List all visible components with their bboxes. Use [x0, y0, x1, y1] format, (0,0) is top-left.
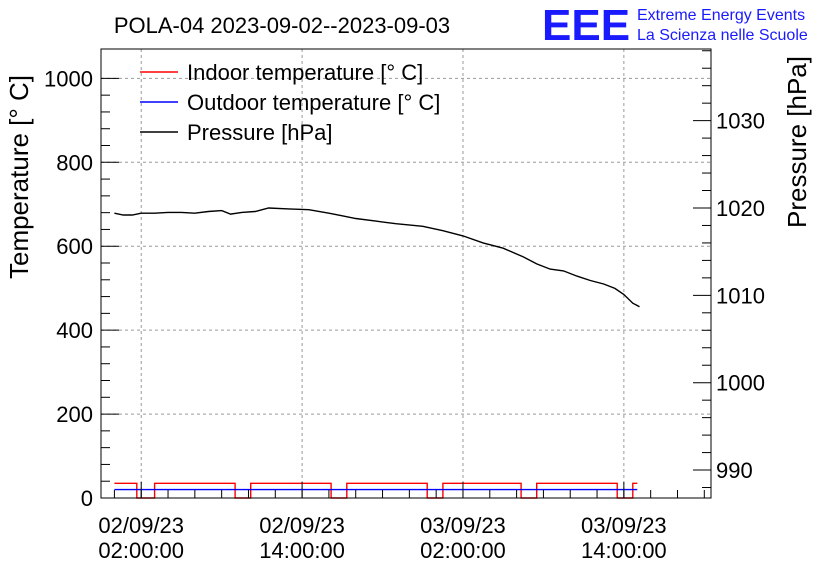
- y2-tick-label: 1010: [716, 283, 765, 308]
- legend-label-indoor: Indoor temperature [° C]: [187, 60, 423, 85]
- x-tick-label-time: 02:00:00: [98, 538, 184, 563]
- eee-logo-mark: EEE: [542, 1, 630, 50]
- y-axis-title: Temperature [° C]: [4, 75, 34, 279]
- plot-frame: [100, 48, 712, 499]
- x-tick-label-date: 02/09/23: [259, 513, 345, 538]
- y-tick-label: 400: [56, 318, 93, 343]
- y-tick-label: 1000: [44, 66, 93, 91]
- y-tick-label: 200: [56, 402, 93, 427]
- x-tick-label-date: 03/09/23: [581, 513, 667, 538]
- eee-logo-line2: La Scienza nelle Scuole: [637, 27, 808, 44]
- x-tick-label-time: 14:00:00: [259, 538, 345, 563]
- axis-layer: 0 200 400 600 800 1000 990 1000 1010 1020 1030 02/0…: [44, 50, 765, 563]
- legend: Indoor temperature [° C] Outdoor tempera…: [140, 60, 440, 145]
- eee-logo-line1: Extreme Energy Events: [637, 7, 805, 24]
- y2-axis-title: Pressure [hPa]: [782, 56, 812, 228]
- x-tick-label-time: 02:00:00: [420, 538, 506, 563]
- indoor-temperature-line: [114, 482, 638, 499]
- legend-label-pressure: Pressure [hPa]: [187, 120, 333, 145]
- y2-tick-label: 1000: [716, 371, 765, 396]
- x-tick-label-time: 14:00:00: [581, 538, 667, 563]
- pressure-line: [114, 207, 640, 308]
- grid-layer: [101, 49, 711, 498]
- legend-label-outdoor: Outdoor temperature [° C]: [187, 90, 440, 115]
- y-tick-label: 600: [56, 234, 93, 259]
- y2-tick-label: 990: [716, 458, 753, 483]
- x-tick-label-date: 03/09/23: [420, 513, 506, 538]
- series-layer: [114, 207, 640, 499]
- y-tick-label: 0: [81, 486, 93, 511]
- x-tick-label-date: 02/09/23: [98, 513, 184, 538]
- y2-tick-label: 1030: [716, 109, 765, 134]
- y-tick-label: 800: [56, 150, 93, 175]
- y2-tick-label: 1020: [716, 196, 765, 221]
- chart-title: POLA-04 2023-09-02--2023-09-03: [114, 13, 450, 38]
- eee-logo: EEE Extreme Energy Events La Scienza nel…: [542, 1, 808, 50]
